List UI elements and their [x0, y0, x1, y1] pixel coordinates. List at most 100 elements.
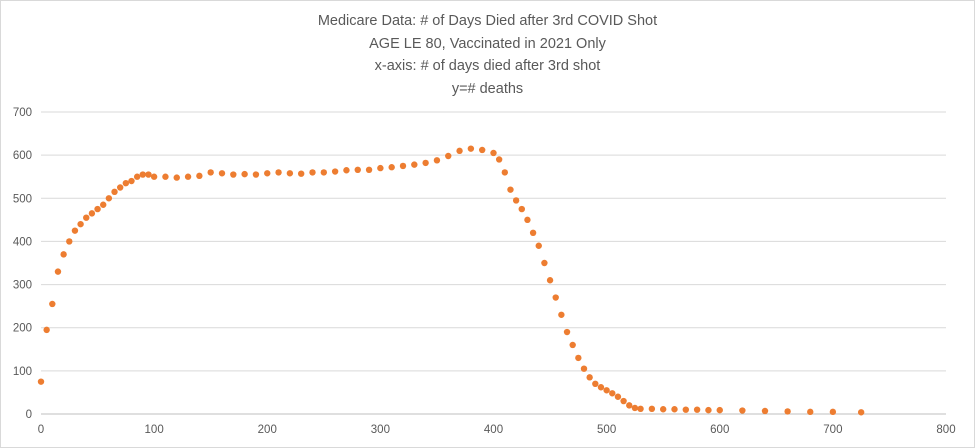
- data-point: [128, 177, 135, 185]
- chart-subtitle-2: x-axis: # of days died after 3rd shot: [374, 58, 601, 74]
- data-point: [105, 195, 113, 202]
- chart-title: Medicare Data: # of Days Died after 3rd …: [317, 13, 658, 29]
- data-point: [49, 300, 56, 308]
- data-point: [218, 170, 226, 177]
- data-point: [331, 168, 339, 175]
- data-point: [671, 406, 678, 413]
- data-point: [111, 188, 118, 196]
- data-point: [609, 390, 616, 397]
- data-points: [37, 145, 865, 416]
- data-point: [597, 384, 605, 391]
- data-point: [54, 268, 62, 275]
- data-point: [275, 169, 282, 176]
- data-point: [580, 365, 588, 372]
- x-tick-label: 400: [484, 424, 503, 436]
- chart-title-block: Medicare Data: # of Days Died after 3rd …: [0, 10, 975, 100]
- x-tick-label: 200: [258, 424, 277, 436]
- data-point: [563, 328, 571, 336]
- x-tick-label: 0: [38, 424, 44, 436]
- data-point: [354, 166, 361, 174]
- data-point: [230, 171, 237, 178]
- data-point: [139, 171, 147, 178]
- data-point: [60, 251, 67, 258]
- data-point: [122, 179, 130, 187]
- data-point: [490, 149, 497, 157]
- x-tick-label: 600: [710, 424, 729, 436]
- data-point: [297, 170, 305, 177]
- data-point: [422, 159, 429, 167]
- data-point: [807, 408, 814, 416]
- data-point: [569, 341, 576, 349]
- data-point: [150, 173, 158, 180]
- data-point: [145, 171, 152, 178]
- data-point: [207, 169, 214, 176]
- data-point: [495, 156, 503, 163]
- y-tick-label: 200: [13, 323, 32, 335]
- data-point: [133, 173, 141, 180]
- data-point: [77, 220, 84, 228]
- data-point: [456, 147, 463, 155]
- data-point: [614, 393, 622, 400]
- data-point: [682, 406, 690, 413]
- data-point: [467, 145, 475, 152]
- x-tick-label: 800: [936, 424, 955, 436]
- data-point: [320, 169, 328, 176]
- data-point: [399, 162, 407, 170]
- data-point: [784, 408, 791, 415]
- data-point: [162, 173, 169, 180]
- data-point: [518, 205, 525, 213]
- data-point: [586, 374, 593, 381]
- data-point: [184, 173, 192, 180]
- data-point: [761, 407, 769, 415]
- data-point: [365, 166, 373, 174]
- data-point: [173, 174, 180, 181]
- data-point: [716, 406, 723, 414]
- data-point: [857, 409, 865, 416]
- data-point: [411, 161, 418, 168]
- data-point: [739, 407, 746, 414]
- data-point: [116, 184, 124, 191]
- y-tick-label: 100: [13, 366, 32, 378]
- data-point: [705, 406, 712, 414]
- data-point: [592, 380, 599, 387]
- tick-labels: 0 100 200 300 400 500 600 700 0 100 200 300 400 500 60…: [13, 107, 956, 436]
- data-point: [264, 170, 271, 177]
- y-tick-label: 0: [26, 409, 32, 421]
- data-point: [100, 201, 107, 208]
- data-point: [512, 197, 520, 204]
- data-point: [501, 169, 509, 176]
- data-point: [693, 406, 701, 413]
- data-point: [43, 326, 50, 334]
- data-point: [286, 170, 294, 177]
- data-point: [377, 164, 384, 172]
- data-point: [626, 402, 633, 409]
- data-point: [603, 387, 610, 394]
- y-tick-label: 500: [13, 193, 32, 205]
- data-point: [524, 216, 531, 224]
- data-point: [541, 259, 548, 267]
- x-tick-label: 700: [823, 424, 842, 436]
- data-point: [309, 169, 316, 176]
- data-point: [637, 405, 644, 413]
- x-tick-label: 100: [145, 424, 164, 436]
- data-point: [535, 242, 542, 249]
- data-point: [631, 404, 639, 412]
- data-point: [388, 164, 395, 171]
- x-tick-label: 300: [371, 424, 390, 436]
- data-point: [558, 311, 565, 318]
- data-point: [71, 227, 79, 234]
- y-tick-label: 400: [13, 236, 32, 248]
- data-point: [94, 205, 101, 213]
- chart-subtitle-3: y=# deaths: [451, 80, 524, 97]
- data-point: [241, 170, 248, 178]
- data-point: [66, 238, 73, 245]
- data-point: [88, 210, 96, 217]
- data-point: [552, 294, 559, 301]
- data-point: [83, 214, 90, 221]
- data-point: [648, 405, 656, 413]
- chart-subtitle-1: AGE LE 80, Vaccinated in 2021 Only: [369, 35, 606, 52]
- data-point: [196, 172, 203, 180]
- y-tick-label: 300: [13, 280, 32, 292]
